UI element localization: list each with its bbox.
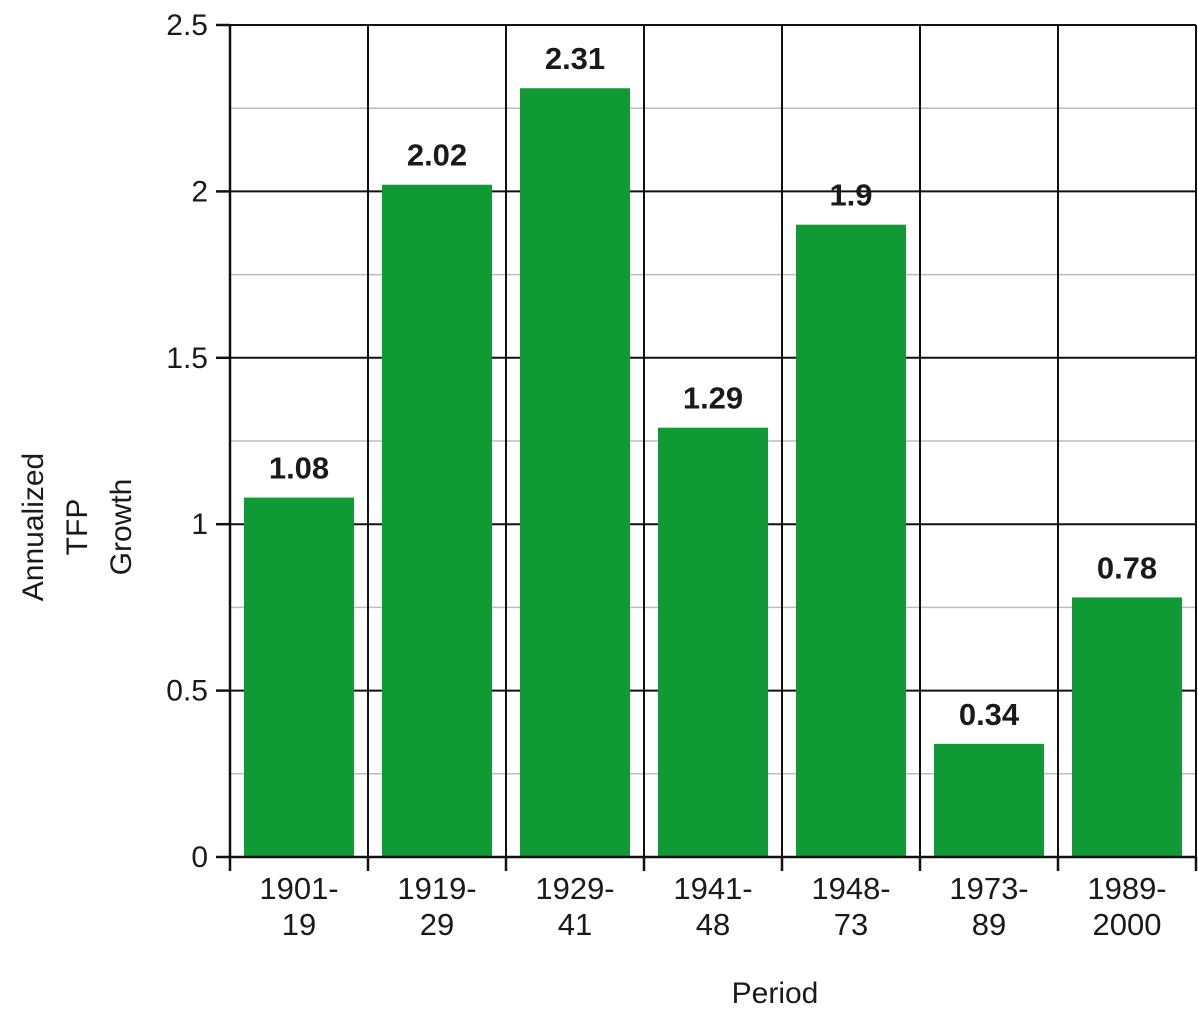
data-label-5: 1.9 [829, 178, 872, 213]
data-label-2: 2.02 [407, 138, 467, 173]
data-label-4: 1.29 [683, 381, 743, 416]
x-tick-label: 1989-2000 [1087, 871, 1166, 942]
axes [216, 23, 1198, 871]
bar-1 [244, 497, 354, 857]
data-labels: 1.08 2.02 2.31 1.29 1.9 0.34 0.78 [269, 41, 1157, 732]
x-tick-label: 1901-19 [259, 871, 338, 942]
data-label-3: 2.31 [545, 41, 605, 76]
x-tick-label: 1941-48 [673, 871, 752, 942]
y-tick-label: 0 [191, 841, 208, 874]
bar-5 [796, 224, 906, 857]
y-tick-label: 1.5 [166, 342, 208, 375]
data-label-6: 0.34 [959, 697, 1020, 732]
bar-6 [934, 743, 1044, 857]
bar-7 [1072, 597, 1182, 857]
bar-2 [382, 184, 492, 857]
y-tick-label: 2 [191, 175, 208, 208]
y-tick-label: 2.5 [166, 9, 208, 42]
y-tick-label: 0.5 [166, 675, 208, 708]
bars [244, 88, 1182, 858]
y-tick-labels: 0 0.5 1 1.5 2 2.5 [166, 9, 208, 874]
x-tick-label: 1973-89 [949, 871, 1028, 942]
x-tick-labels: 1901-19 1919-29 1929-41 1941-48 1948-73 1973-… [259, 871, 1166, 942]
data-label-1: 1.08 [269, 451, 329, 486]
bar-3 [520, 88, 630, 858]
x-axis-title: Period [732, 977, 819, 1010]
x-tick-label: 1929-41 [535, 871, 614, 942]
data-label-7: 0.78 [1097, 550, 1157, 585]
y-axis-title: Annualized TFP Growth [17, 453, 138, 601]
y-tick-label: 1 [191, 508, 208, 541]
x-tick-label: 1919-29 [397, 871, 476, 942]
bar-4 [658, 427, 768, 857]
x-tick-label: 1948-73 [811, 871, 890, 942]
